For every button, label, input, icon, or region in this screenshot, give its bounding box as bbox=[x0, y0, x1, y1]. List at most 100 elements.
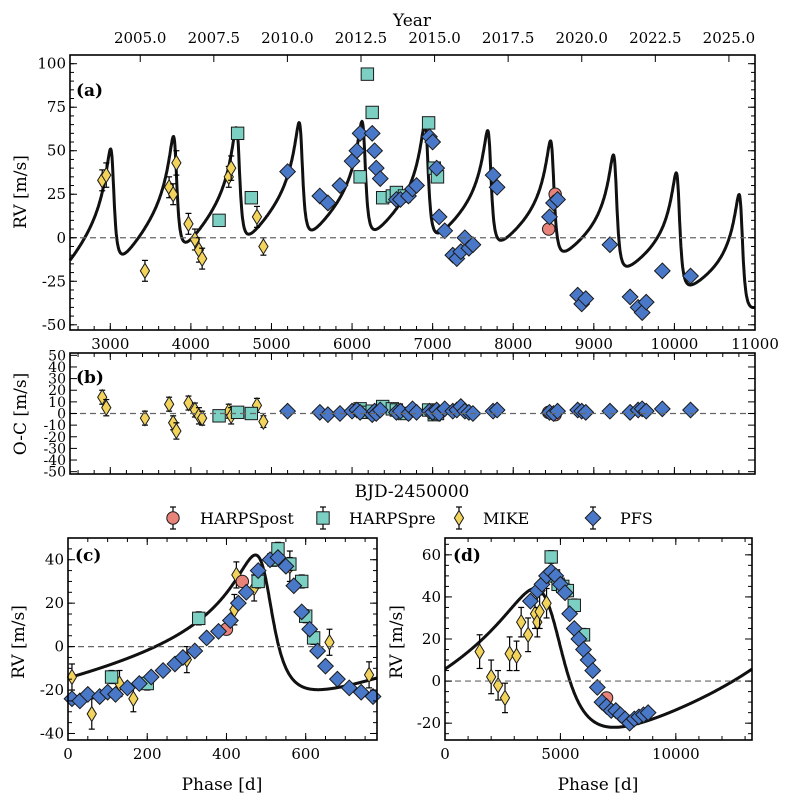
y-tick-label: -20 bbox=[40, 681, 64, 699]
point-pfs bbox=[639, 704, 657, 722]
point-mike bbox=[324, 633, 335, 651]
point-pfs bbox=[293, 603, 311, 621]
point-pfs bbox=[621, 288, 639, 306]
panel-d: -20 0 20 40 60 0 5000 10000 (d) RV [m/s] Phase … bbox=[387, 537, 754, 795]
panel-a-points-layer bbox=[97, 67, 700, 322]
x-tick-label: 3000 bbox=[91, 335, 129, 353]
point-pfs bbox=[237, 583, 255, 601]
point-harpspost bbox=[235, 574, 250, 589]
point-mike bbox=[196, 250, 208, 268]
panel-c-points-layer bbox=[63, 541, 382, 730]
point-pfs bbox=[601, 236, 619, 254]
x-tick-label: 9000 bbox=[575, 335, 613, 353]
top-x-tick-label: 2015.0 bbox=[408, 29, 461, 47]
point-pfs bbox=[488, 178, 506, 196]
point-pfs bbox=[348, 142, 366, 160]
y-tick-label: 100 bbox=[37, 55, 66, 73]
model-curve bbox=[443, 587, 754, 729]
x-tick-label: 8000 bbox=[494, 335, 532, 353]
point-mike bbox=[171, 422, 182, 440]
point-mike bbox=[474, 643, 485, 661]
point-pfs bbox=[549, 190, 567, 208]
y-tick-label: -20 bbox=[43, 430, 66, 446]
point-harpspre bbox=[212, 409, 226, 423]
y-tick-label: 0 bbox=[431, 672, 441, 690]
point-harpspre bbox=[192, 611, 206, 626]
point-pfs bbox=[309, 642, 327, 660]
top-x-tick-label: 2012.5 bbox=[335, 29, 388, 47]
point-pfs bbox=[540, 208, 559, 226]
panel-a-model-layer bbox=[68, 119, 757, 309]
point-mike bbox=[139, 262, 151, 280]
point-pfs bbox=[79, 685, 97, 703]
point-pfs bbox=[682, 401, 700, 419]
y-tick-label: 20 bbox=[48, 383, 66, 399]
legend-label-pfs: PFS bbox=[620, 509, 653, 528]
point-pfs bbox=[340, 679, 358, 697]
point-mike bbox=[504, 645, 515, 663]
point-pfs bbox=[277, 557, 295, 575]
y-tick-label: -50 bbox=[43, 465, 66, 481]
point-mike bbox=[183, 215, 194, 233]
top-x-tick-label: 2017.5 bbox=[482, 29, 535, 47]
model-curve bbox=[68, 119, 757, 309]
point-harpspre bbox=[365, 105, 379, 120]
point-mike bbox=[532, 613, 543, 631]
point-harpspre bbox=[230, 126, 245, 141]
top-x-tick-label: 2007.5 bbox=[188, 29, 241, 47]
point-mike bbox=[515, 613, 527, 631]
panel-c-label: (c) bbox=[75, 546, 101, 566]
point-pfs bbox=[430, 208, 448, 226]
point-pfs bbox=[279, 402, 297, 420]
panel-a: -50 -25 0 25 50 75 100 3000 4000 5000 6000 7000 8000… bbox=[11, 11, 779, 353]
point-pfs bbox=[408, 403, 426, 421]
point-pfs bbox=[198, 629, 216, 647]
point-mike bbox=[167, 185, 179, 203]
legend-marker-mike bbox=[453, 509, 465, 527]
point-pfs bbox=[653, 400, 671, 418]
legend: HARPSpost HARPSpre MIKE PFS bbox=[166, 506, 653, 530]
x-tick-label: 200 bbox=[133, 745, 162, 763]
y-tick-label: 20 bbox=[45, 594, 64, 612]
axes-frame bbox=[69, 54, 756, 331]
x-tick-label: 0 bbox=[63, 745, 73, 763]
point-mike bbox=[183, 394, 194, 412]
panel-c-model-layer bbox=[66, 553, 379, 692]
point-pfs bbox=[279, 163, 297, 181]
top-x-tick-label: 2020.0 bbox=[555, 29, 608, 47]
point-pfs bbox=[249, 562, 267, 580]
y-tick-label: 20 bbox=[422, 630, 441, 648]
panel-d-axes-layer: -20 0 20 40 60 0 5000 10000 bbox=[417, 537, 753, 763]
y-tick-label: -10 bbox=[43, 418, 66, 434]
point-pfs bbox=[371, 170, 389, 188]
point-pfs bbox=[549, 402, 567, 420]
point-pfs bbox=[577, 403, 595, 421]
point-pfs bbox=[130, 675, 148, 693]
point-pfs bbox=[210, 622, 228, 640]
point-mike bbox=[363, 666, 375, 684]
panel-d-points-layer bbox=[474, 550, 657, 732]
y-tick-label: 10 bbox=[48, 395, 66, 411]
model-curve bbox=[66, 553, 379, 692]
panel-b-label: (b) bbox=[76, 368, 104, 388]
x-tick-label: 400 bbox=[212, 745, 241, 763]
point-pfs bbox=[221, 612, 239, 630]
point-harpspre bbox=[244, 191, 259, 205]
point-mike bbox=[251, 208, 263, 226]
legend-label-mike: MIKE bbox=[483, 509, 529, 528]
y-tick-label: 40 bbox=[422, 588, 441, 606]
point-mike bbox=[499, 689, 511, 707]
x-tick-label: 7000 bbox=[414, 335, 452, 353]
point-pfs bbox=[653, 262, 671, 280]
point-pfs bbox=[556, 584, 574, 602]
point-mike bbox=[171, 154, 182, 172]
point-harpspre bbox=[104, 670, 119, 684]
point-mike bbox=[485, 668, 497, 686]
point-pfs bbox=[436, 222, 454, 240]
point-mike bbox=[225, 159, 237, 177]
point-pfs bbox=[584, 662, 602, 680]
point-pfs bbox=[351, 403, 369, 421]
y-tick-label: -40 bbox=[43, 453, 66, 469]
